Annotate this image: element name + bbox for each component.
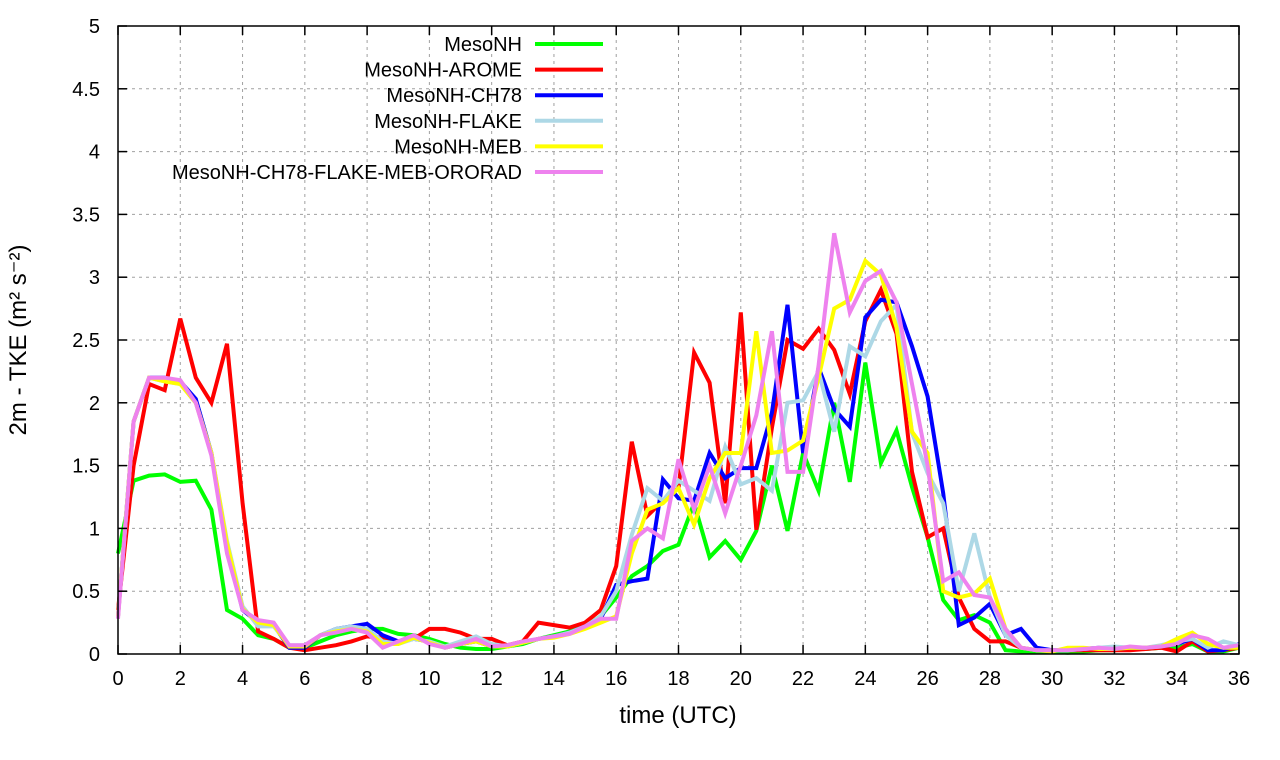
x-tick-label: 14	[543, 668, 565, 690]
legend: MesoNH MesoNH-AROME MesoNH-CH78 MesoNH-FLAK…	[172, 34, 603, 184]
x-tick-label: 28	[979, 668, 1001, 690]
x-tick-label: 6	[299, 668, 310, 690]
y-axis-title: 2m - TKE (m² s⁻²)	[5, 245, 32, 436]
y-tick-label: 4.5	[72, 79, 100, 101]
series-line-mesonh-meb	[116, 257, 1239, 654]
y-tick-label: 0.5	[72, 581, 100, 603]
legend-label-mesonh-meb: MesoNH-MEB	[394, 136, 522, 158]
x-axis-title: time (UTC)	[619, 702, 736, 729]
y-tick-label: 3.5	[72, 204, 100, 226]
y-tick-label: 2	[89, 393, 100, 415]
ticks: 0 2 4 6 8 10 12 14 16 18 20 22 24 26 28 30 32 34 3600.511.…	[72, 16, 1250, 690]
x-tick-label: 24	[854, 668, 876, 690]
y-tick-label: 5	[89, 16, 100, 38]
x-tick-label: 22	[792, 668, 814, 690]
legend-label-mesonh-flake: MesoNH-FLAKE	[374, 111, 522, 133]
x-tick-label: 20	[730, 668, 752, 690]
y-tick-label: 0	[89, 644, 100, 666]
x-tick-label: 12	[481, 668, 503, 690]
x-tick-label: 2	[175, 668, 186, 690]
x-tick-label: 30	[1041, 668, 1063, 690]
x-tick-label: 34	[1166, 668, 1188, 690]
x-tick-label: 10	[418, 668, 440, 690]
series-lines	[116, 232, 1240, 655]
grid	[118, 26, 1239, 654]
y-tick-label: 1	[89, 518, 100, 540]
x-tick-label: 16	[605, 668, 627, 690]
x-tick-label: 32	[1103, 668, 1125, 690]
series-line-mesonh-arome	[116, 284, 1240, 654]
legend-label-mesonh-ch78-flake-meb-ororad: MesoNH-CH78-FLAKE-MEB-ORORAD	[172, 162, 522, 184]
x-tick-label: 36	[1228, 668, 1250, 690]
x-tick-label: 8	[362, 668, 373, 690]
legend-label-mesonh-arome: MesoNH-AROME	[364, 60, 522, 82]
x-tick-label: 18	[667, 668, 689, 690]
legend-label-mesonh: MesoNH	[444, 34, 522, 56]
y-tick-label: 1.5	[72, 456, 100, 478]
x-tick-label: 0	[112, 668, 123, 690]
x-tick-label: 26	[916, 668, 938, 690]
y-tick-label: 2.5	[72, 330, 100, 352]
y-tick-label: 3	[89, 267, 100, 289]
x-tick-label: 4	[237, 668, 248, 690]
legend-label-mesonh-ch78: MesoNH-CH78	[386, 85, 522, 107]
y-tick-label: 4	[89, 142, 100, 164]
